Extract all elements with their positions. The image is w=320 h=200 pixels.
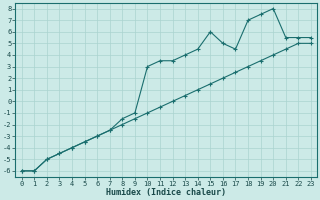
- X-axis label: Humidex (Indice chaleur): Humidex (Indice chaleur): [106, 188, 226, 197]
